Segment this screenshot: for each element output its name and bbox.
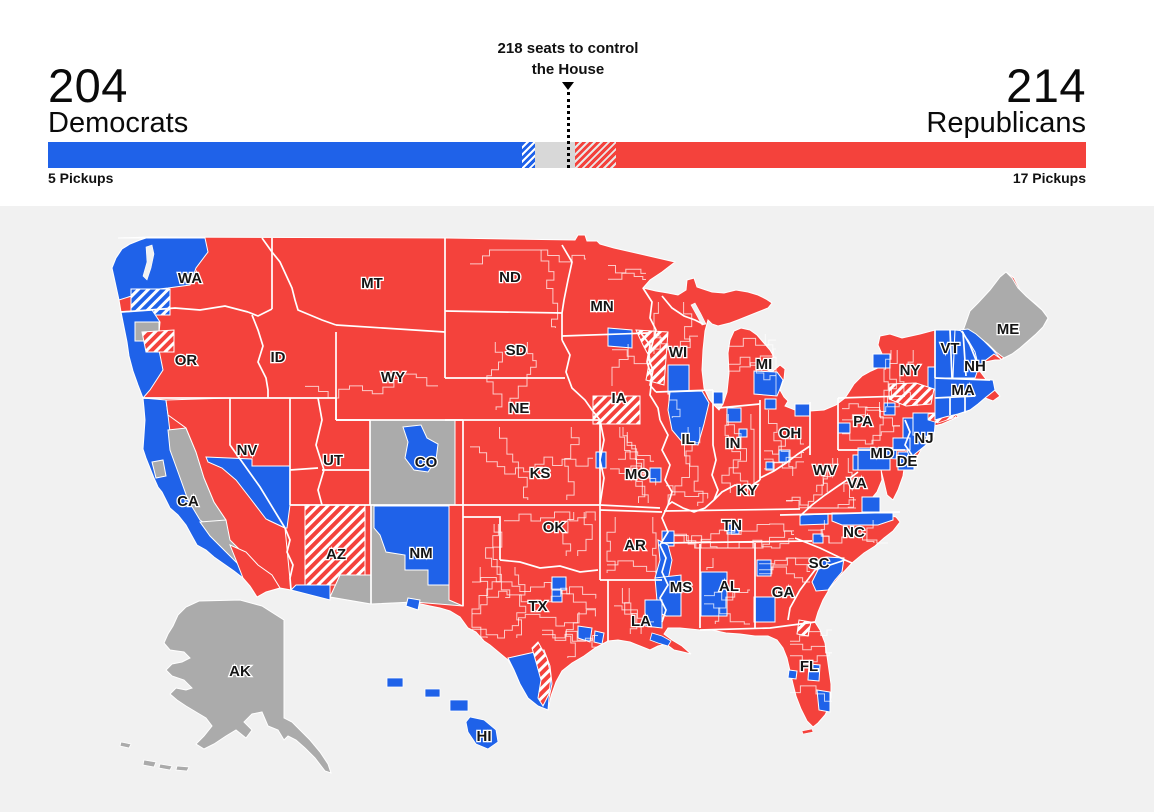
svg-text:HI: HI — [477, 728, 492, 745]
svg-text:CO: CO — [415, 454, 438, 471]
svg-text:TN: TN — [722, 517, 742, 534]
svg-text:OR: OR — [175, 352, 198, 369]
svg-text:CA: CA — [177, 493, 199, 510]
svg-text:VT: VT — [940, 340, 959, 357]
svg-text:AK: AK — [229, 663, 251, 680]
svg-text:AR: AR — [624, 537, 646, 554]
svg-text:WY: WY — [381, 369, 405, 386]
svg-text:IN: IN — [726, 435, 741, 452]
svg-text:LA: LA — [631, 613, 651, 630]
svg-text:IA: IA — [612, 390, 627, 407]
svg-text:VA: VA — [847, 475, 867, 492]
svg-text:NH: NH — [964, 358, 986, 375]
svg-text:WA: WA — [178, 270, 202, 287]
svg-text:MN: MN — [590, 298, 613, 315]
svg-text:NM: NM — [409, 545, 432, 562]
svg-text:KY: KY — [737, 482, 758, 499]
svg-text:ME: ME — [997, 321, 1020, 338]
svg-text:KS: KS — [530, 465, 551, 482]
svg-text:MD: MD — [870, 445, 893, 462]
svg-text:WV: WV — [813, 462, 837, 479]
svg-text:MA: MA — [951, 382, 974, 399]
svg-text:MT: MT — [361, 275, 383, 292]
svg-text:MI: MI — [756, 356, 773, 373]
svg-text:OK: OK — [543, 519, 566, 536]
svg-text:WI: WI — [669, 344, 687, 361]
svg-text:OH: OH — [779, 425, 802, 442]
svg-text:TX: TX — [528, 598, 547, 615]
svg-text:NJ: NJ — [914, 430, 933, 447]
svg-text:NY: NY — [900, 362, 921, 379]
svg-text:NC: NC — [843, 524, 865, 541]
svg-text:PA: PA — [853, 413, 873, 430]
svg-text:DE: DE — [897, 453, 918, 470]
svg-text:MS: MS — [670, 579, 693, 596]
svg-text:MO: MO — [625, 466, 649, 483]
svg-text:AL: AL — [719, 578, 739, 595]
svg-text:SC: SC — [809, 555, 830, 572]
svg-text:ID: ID — [271, 349, 286, 366]
svg-text:ND: ND — [499, 269, 521, 286]
svg-text:AZ: AZ — [326, 546, 346, 563]
svg-text:GA: GA — [772, 584, 795, 601]
svg-text:NV: NV — [237, 442, 258, 459]
svg-text:NE: NE — [509, 400, 530, 417]
svg-text:IL: IL — [681, 431, 694, 448]
svg-text:SD: SD — [506, 342, 527, 359]
svg-text:FL: FL — [800, 658, 818, 675]
svg-text:UT: UT — [323, 452, 343, 469]
